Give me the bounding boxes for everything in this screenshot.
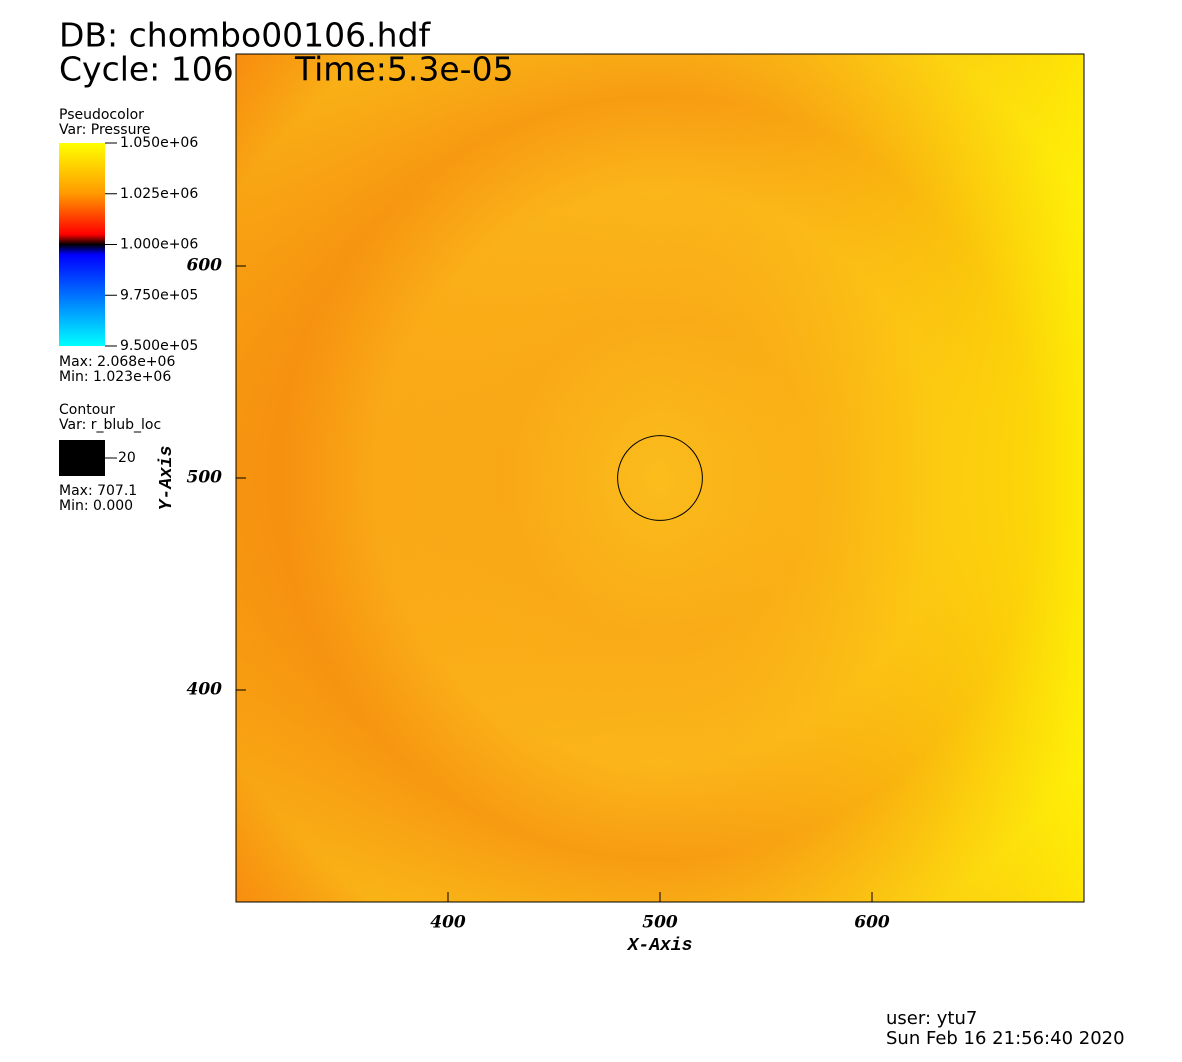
y-axis-label: Y-Axis <box>157 446 177 511</box>
contour-swatch <box>59 440 105 476</box>
user: user: ytu7 <box>886 1008 977 1029</box>
colorbar-label: 1.050e+06 <box>120 135 198 151</box>
colorbar <box>59 143 105 346</box>
contour-line <box>617 435 703 521</box>
pc-max: Max: 2.068e+06 <box>59 354 175 370</box>
cycle: Cycle: 106 <box>59 50 234 89</box>
date: Sun Feb 16 21:56:40 2020 <box>886 1028 1125 1049</box>
pc-title: Pseudocolor <box>59 107 144 123</box>
x-tick-label: 400 <box>430 913 466 933</box>
y-tick-label: 400 <box>187 680 223 700</box>
ct-level: 20 <box>118 450 136 466</box>
colorbar-label: 9.500e+05 <box>120 338 198 354</box>
y-tick-label: 600 <box>187 256 223 276</box>
pseudocolor-tint <box>236 54 1084 902</box>
x-tick-label: 500 <box>642 913 678 933</box>
y-tick-label: 500 <box>187 468 223 488</box>
ct-var: Var: r_blub_loc <box>59 417 161 433</box>
colorbar-label: 9.750e+05 <box>120 287 198 303</box>
ct-title: Contour <box>59 402 115 418</box>
time: Time:5.3e-05 <box>294 50 514 89</box>
x-axis-label: X-Axis <box>627 936 693 956</box>
pc-var: Var: Pressure <box>59 122 151 138</box>
db-title: DB: chombo00106.hdf <box>59 16 432 55</box>
pc-min: Min: 1.023e+06 <box>59 369 171 385</box>
x-tick-label: 600 <box>854 913 890 933</box>
ct-max: Max: 707.1 <box>59 483 137 499</box>
colorbar-label: 1.000e+06 <box>120 237 198 253</box>
colorbar-label: 1.025e+06 <box>120 186 198 202</box>
ct-min: Min: 0.000 <box>59 498 133 514</box>
